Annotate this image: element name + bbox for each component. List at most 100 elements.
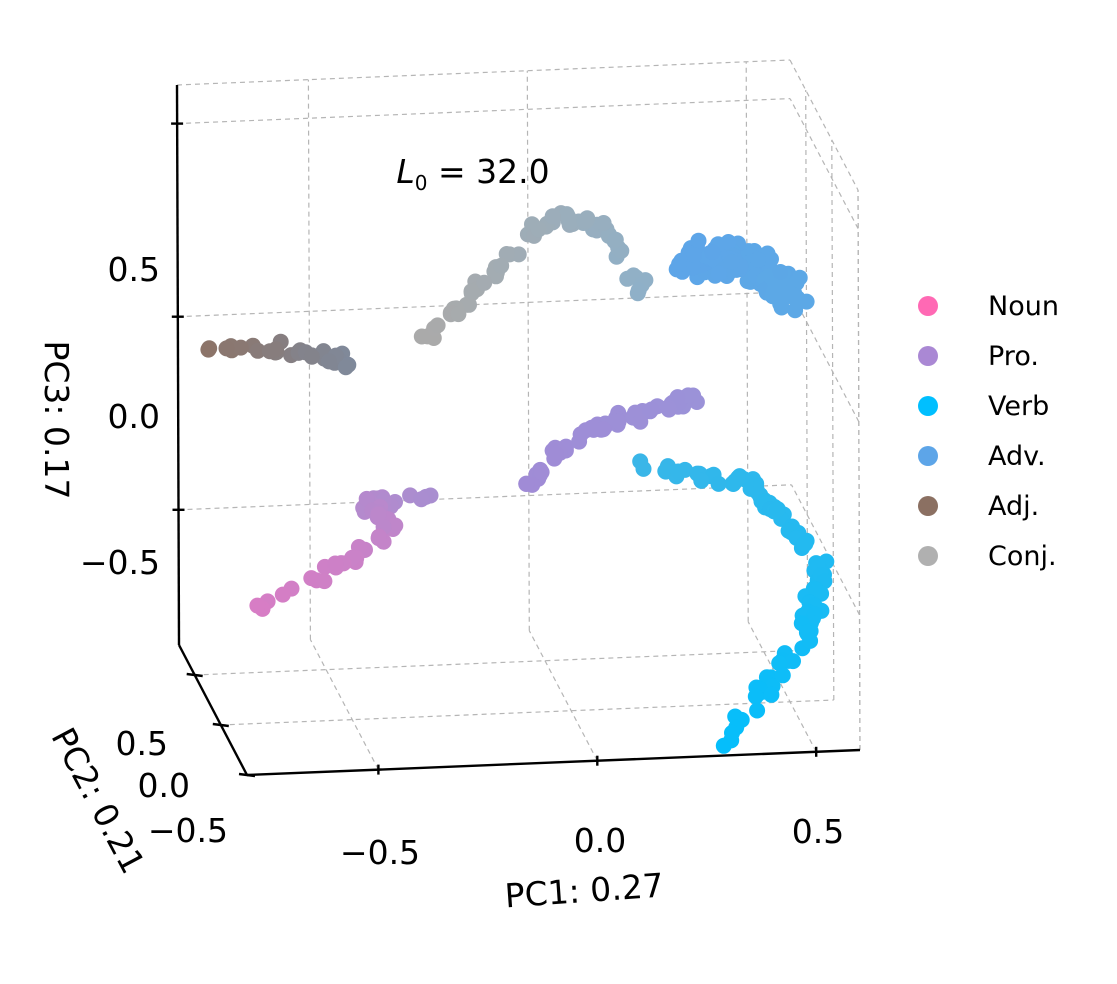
z-axis-label: PC3: 0.17 <box>37 340 76 499</box>
grid-line <box>805 89 809 651</box>
scatter-point-noun-pronoun-arm <box>249 597 266 614</box>
legend-marker <box>918 346 938 366</box>
y-tick-label: 0.5 <box>116 724 168 763</box>
grid-line <box>790 291 860 422</box>
scatter-point-adverb-blob <box>710 265 727 282</box>
pane-edge <box>857 189 861 751</box>
x-tick-label: −0.5 <box>340 833 420 872</box>
scatter-point-conjunction-arc <box>476 274 493 291</box>
chart-title: L0 = 32.0 <box>396 152 549 195</box>
scatter-point-adjective-line <box>268 341 284 358</box>
scatter-point-adjective-line <box>232 339 249 356</box>
scatter-point-verb-arm <box>724 475 741 492</box>
z-tick-label: −0.5 <box>80 543 160 582</box>
scatter-point-verb-arm <box>710 475 727 492</box>
scatter-point-adjective-line <box>200 341 217 358</box>
scatter-point-adverb-blob <box>763 251 779 268</box>
legend-item-pronoun: Pro. <box>918 341 1039 372</box>
scatter-point-conjunction-arc <box>530 221 547 238</box>
z-axis-line <box>175 84 181 646</box>
scatter-point-noun-pronoun-arm <box>413 491 430 508</box>
legend-marker <box>918 396 938 416</box>
legend-marker <box>918 446 938 466</box>
scatter-point-adjective-line <box>218 340 235 357</box>
grid-line <box>220 699 834 726</box>
legend-label: Verb <box>988 391 1049 422</box>
scatter-point-conjunction-arc <box>450 306 467 323</box>
grid-line <box>309 639 379 770</box>
grid-line <box>526 70 530 631</box>
scatter-points <box>200 205 835 754</box>
y-tick-labels: −0.5 0.0 0.5 <box>116 724 228 850</box>
scatter-point-pronoun-arc <box>660 401 677 418</box>
scatter-point-adjective-line <box>249 342 266 359</box>
z-tick-label: 0.5 <box>108 250 160 289</box>
scatter-point-noun-pronoun-arm <box>387 517 404 534</box>
scatter-point-conjunction-arc <box>429 317 446 334</box>
x-axis-label: PC1: 0.27 <box>504 866 665 916</box>
grid-line <box>789 98 859 229</box>
legend-marker <box>918 546 938 566</box>
y-axis-line <box>177 644 249 776</box>
scatter-point-conjunction-arc <box>578 213 594 229</box>
scatter-point-verb-arm <box>693 472 710 489</box>
title-rest: = 32.0 <box>428 152 550 191</box>
scatter-point-verb-arm <box>771 655 788 672</box>
scatter-point-verb-arm <box>749 702 766 719</box>
scatter-point-verb-arm <box>670 463 687 480</box>
x-tick-label: 0.5 <box>792 812 844 851</box>
y-tick-label: −0.5 <box>148 811 228 850</box>
scatter-point-conjunction-arc <box>544 208 561 225</box>
scatter-point-pronoun-arc <box>518 475 535 492</box>
scatter-point-verb-arm <box>807 581 824 598</box>
scatter-point-adverb-blob <box>750 251 767 268</box>
scatter-point-adverb-blob <box>704 244 721 261</box>
scatter-point-verb-arm <box>785 653 801 670</box>
scatter-point-conjunction-arc <box>619 270 636 287</box>
scatter-point-conjunction-arc <box>493 257 510 274</box>
pane-edge <box>176 59 791 86</box>
scatter-point-conjunction-arc <box>558 206 575 223</box>
scatter-point-pronoun-arc <box>571 433 588 450</box>
scatter-point-verb-arm <box>747 688 764 705</box>
y-tick <box>238 772 256 778</box>
y-tick <box>186 672 203 678</box>
scatter-point-verb-arm <box>774 667 791 684</box>
scatter-point-verb-arm <box>769 501 786 518</box>
grid-line <box>790 484 861 616</box>
x-axis-line <box>246 748 861 777</box>
scatter-point-conjunction-arc <box>510 246 527 263</box>
scatter-point-adverb-blob <box>787 302 804 319</box>
legend-label: Noun <box>988 291 1059 322</box>
scatter-point-verb-arm <box>796 535 813 552</box>
scatter-point-verb-arm <box>657 463 674 480</box>
legend-label: Conj. <box>988 541 1057 572</box>
scatter-point-pronoun-arc <box>548 446 565 463</box>
title-subscript: 0 <box>415 171 428 195</box>
y-tick-label: 0.0 <box>138 766 190 805</box>
legend-item-verb: Verb <box>918 391 1049 422</box>
scatter-point-adjective-line <box>320 353 337 370</box>
title-symbol: L <box>396 152 414 191</box>
legend-marker <box>918 496 938 516</box>
x-tick-label: 0.0 <box>574 821 626 860</box>
grid-line <box>177 291 791 318</box>
scatter-point-conjunction-arc <box>413 328 430 345</box>
scatter-point-adverb-blob <box>778 285 795 302</box>
scatter-point-verb-arm <box>635 460 652 477</box>
z-tick-labels: 0.5 0.0 −0.5 <box>80 250 160 582</box>
z-tick-label: 0.0 <box>108 397 160 436</box>
grid-line <box>745 61 749 622</box>
legend-item-adjective: Adj. <box>918 491 1039 522</box>
legend-marker <box>918 296 938 316</box>
legend-label: Adj. <box>988 491 1039 522</box>
legend-item-noun: Noun <box>918 291 1059 322</box>
scatter-point-noun-pronoun-arm <box>327 555 344 572</box>
scatter-point-pronoun-arc <box>585 421 602 438</box>
axes <box>171 84 861 778</box>
scatter-point-verb-arm <box>763 686 780 703</box>
grid-line <box>528 630 598 761</box>
scatter-point-noun-pronoun-arm <box>370 506 387 523</box>
scatter-point-conjunction-arc <box>607 231 624 248</box>
scatter-point-adverb-blob <box>723 253 740 270</box>
